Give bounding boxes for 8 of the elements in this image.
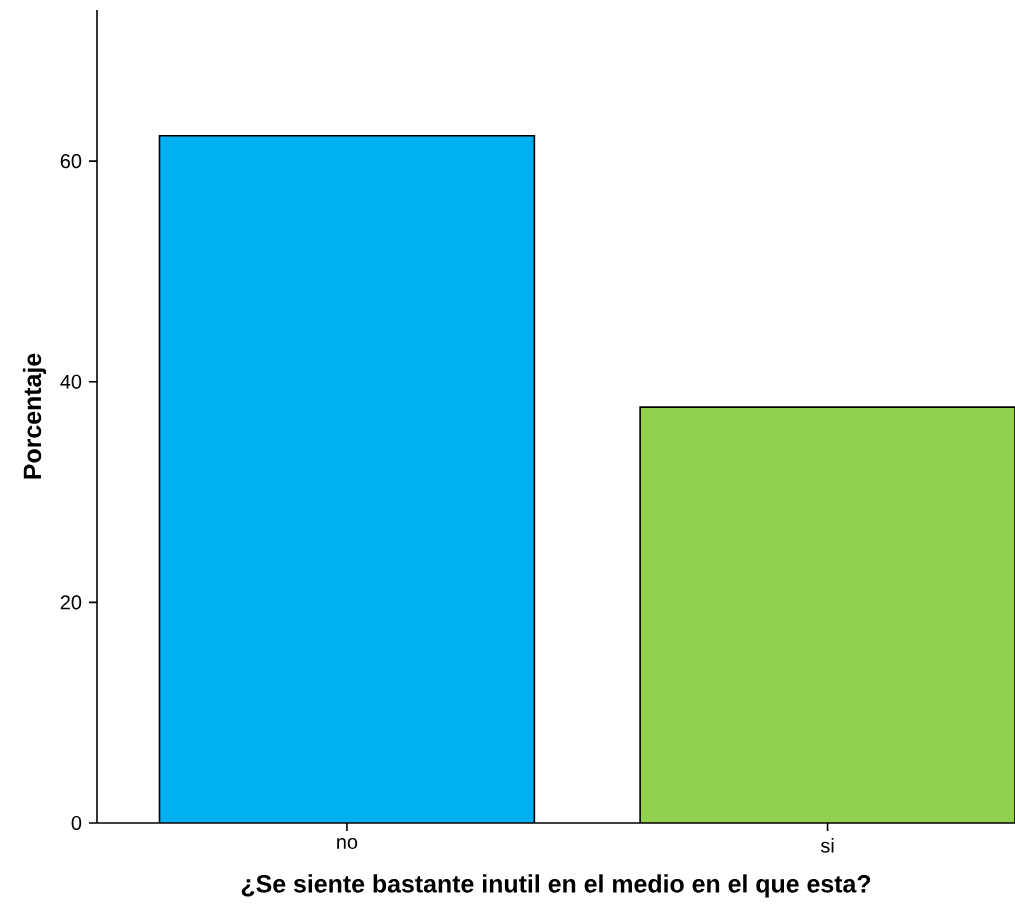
x-tick-label: si bbox=[820, 838, 834, 853]
x-tick-label: no bbox=[337, 838, 358, 849]
y-tick-label: 0 bbox=[71, 815, 82, 831]
y-tick-label: 60 bbox=[60, 154, 82, 169]
y-tick-label: 40 bbox=[60, 374, 82, 389]
y-axis-title: Porcentaje bbox=[22, 353, 47, 479]
y-tick-label: 20 bbox=[60, 595, 82, 610]
x-axis-title: ¿Se siente bastante inutil en el medio en el que esta? bbox=[241, 874, 871, 898]
